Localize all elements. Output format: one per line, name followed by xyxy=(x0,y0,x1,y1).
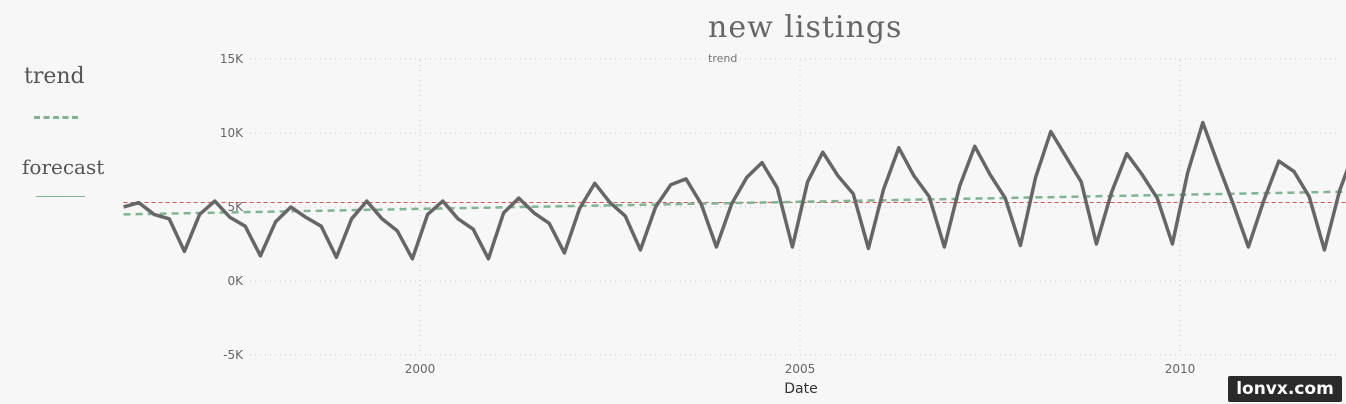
x-tick-label: 2010 xyxy=(1165,362,1196,376)
legend-trend-label: trend xyxy=(24,64,85,89)
chart-subtitle: trend xyxy=(708,52,738,65)
legend-forecast-swatch xyxy=(36,196,85,197)
chart-title: new listings xyxy=(708,10,903,45)
y-tick-label: 5K xyxy=(227,200,244,214)
legend-trend-swatch xyxy=(34,116,78,119)
y-tick-label: 0K xyxy=(227,274,244,288)
legend-forecast-label: forecast xyxy=(22,155,105,179)
watermark: lonvx.com xyxy=(1228,376,1342,402)
y-tick-label: -5K xyxy=(223,348,244,362)
x-tick-label: 2005 xyxy=(785,362,816,376)
x-axis-label: Date xyxy=(784,381,817,397)
y-tick-label: 15K xyxy=(220,52,244,66)
actual-series-line xyxy=(123,120,1346,261)
y-tick-label: 10K xyxy=(220,126,244,140)
x-tick-label: 2000 xyxy=(405,362,436,376)
